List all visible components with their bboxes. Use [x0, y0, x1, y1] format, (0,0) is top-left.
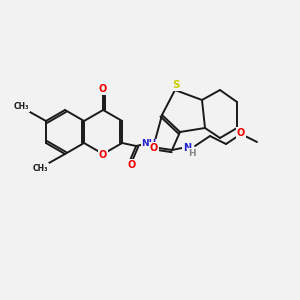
Text: CH₃: CH₃: [14, 102, 29, 111]
Text: O: O: [237, 128, 245, 138]
Text: NH: NH: [142, 140, 157, 148]
Text: O: O: [99, 150, 107, 160]
Text: S: S: [172, 80, 180, 90]
Text: N: N: [183, 143, 191, 153]
Text: CH₃: CH₃: [32, 164, 48, 173]
Text: O: O: [150, 143, 158, 153]
Text: O: O: [127, 160, 135, 170]
Text: H: H: [188, 148, 196, 158]
Text: O: O: [99, 84, 107, 94]
